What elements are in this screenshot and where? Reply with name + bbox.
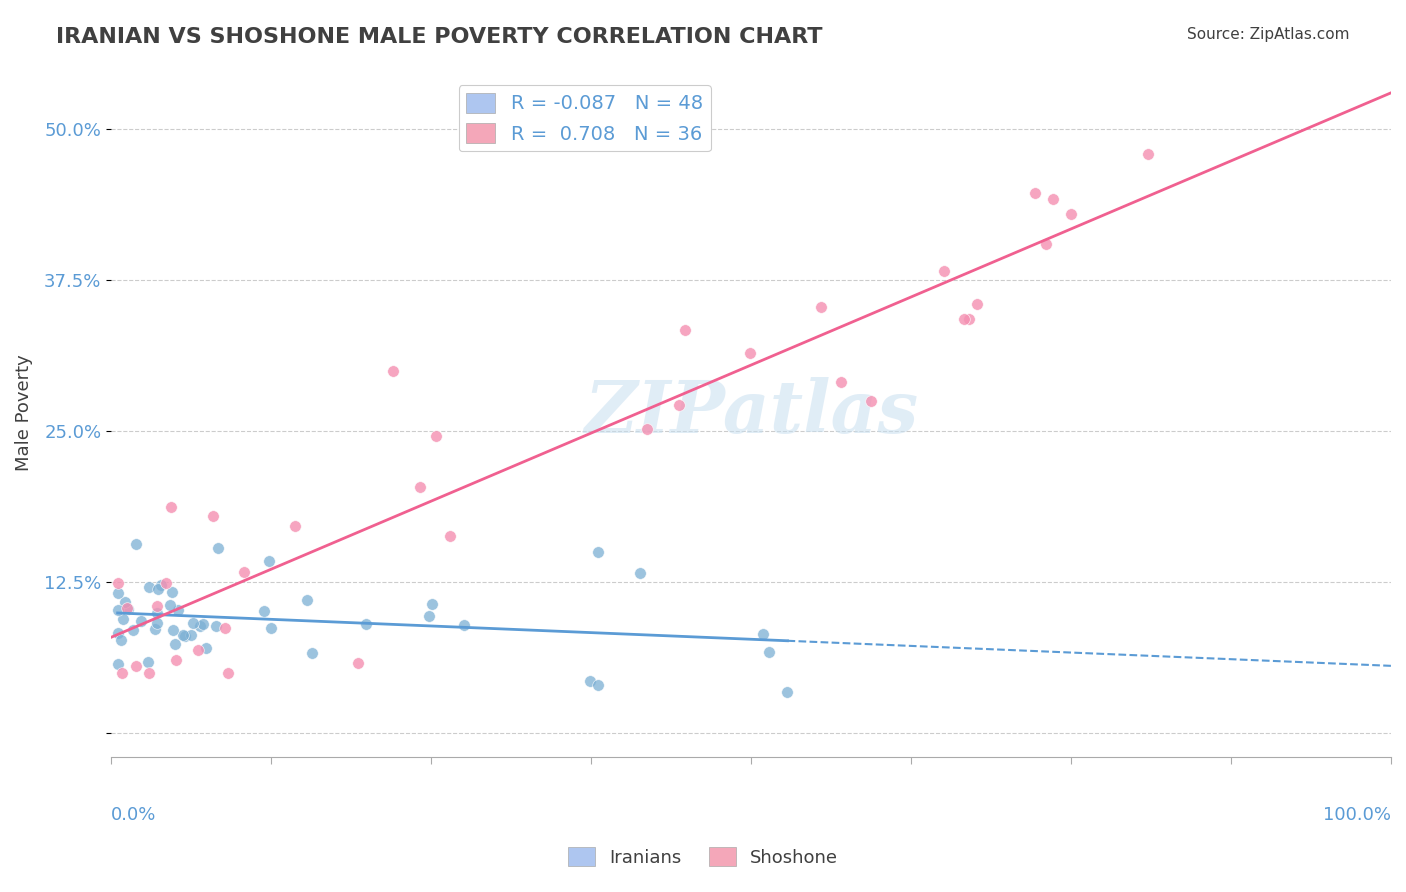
Point	[187, 642, 209, 657]
Point	[107, 603, 129, 617]
Point	[381, 364, 404, 378]
Point	[740, 346, 762, 360]
Point	[425, 429, 447, 443]
Point	[188, 619, 211, 633]
Point	[586, 545, 609, 559]
Point	[453, 618, 475, 632]
Point	[136, 655, 159, 669]
Point	[180, 628, 202, 642]
Point	[859, 393, 882, 408]
Point	[172, 628, 194, 642]
Point	[125, 537, 148, 551]
Point	[162, 624, 184, 638]
Point	[124, 659, 146, 673]
Point	[107, 575, 129, 590]
Point	[146, 615, 169, 630]
Point	[284, 519, 307, 533]
Point	[356, 617, 378, 632]
Point	[628, 566, 651, 581]
Point	[260, 621, 283, 635]
Point	[129, 615, 152, 629]
Point	[160, 584, 183, 599]
Point	[257, 554, 280, 568]
Point	[752, 627, 775, 641]
Point	[831, 376, 853, 390]
Y-axis label: Male Poverty: Male Poverty	[15, 355, 32, 471]
Text: Source: ZipAtlas.com: Source: ZipAtlas.com	[1187, 27, 1350, 42]
Point	[301, 646, 323, 660]
Point	[160, 500, 183, 514]
Point	[1035, 237, 1057, 252]
Text: IRANIAN VS SHOSHONE MALE POVERTY CORRELATION CHART: IRANIAN VS SHOSHONE MALE POVERTY CORRELA…	[56, 27, 823, 46]
Point	[145, 599, 167, 614]
Point	[253, 604, 276, 618]
Point	[107, 626, 129, 640]
Point	[578, 674, 600, 689]
Point	[966, 296, 988, 310]
Point	[111, 665, 134, 680]
Point	[214, 621, 236, 635]
Point	[122, 623, 145, 637]
Point	[150, 578, 173, 592]
Point	[934, 264, 956, 278]
Point	[420, 597, 443, 611]
Point	[1024, 186, 1046, 200]
Text: 100.0%: 100.0%	[1323, 805, 1391, 823]
Point	[165, 637, 187, 651]
Point	[146, 606, 169, 620]
Point	[138, 665, 160, 680]
Point	[181, 615, 204, 630]
Point	[148, 582, 170, 597]
Point	[201, 508, 224, 523]
Point	[758, 645, 780, 659]
Point	[205, 619, 228, 633]
Point	[165, 653, 187, 667]
Point	[110, 632, 132, 647]
Point	[145, 622, 167, 636]
Point	[957, 312, 980, 326]
Point	[668, 398, 690, 412]
Point	[776, 685, 799, 699]
Point	[107, 586, 129, 600]
Point	[418, 609, 440, 624]
Point	[810, 301, 832, 315]
Point	[1042, 192, 1064, 206]
Point	[1136, 147, 1159, 161]
Point	[114, 594, 136, 608]
Point	[155, 576, 177, 591]
Point	[207, 541, 229, 555]
Point	[952, 312, 974, 326]
Point	[673, 323, 696, 337]
Point	[112, 612, 135, 626]
Point	[107, 657, 129, 671]
Point	[191, 617, 214, 632]
Legend: R = -0.087   N = 48, R =  0.708   N = 36: R = -0.087 N = 48, R = 0.708 N = 36	[458, 85, 711, 152]
Point	[1060, 206, 1083, 220]
Point	[439, 529, 461, 543]
Text: 0.0%: 0.0%	[111, 805, 156, 823]
Point	[159, 599, 181, 613]
Point	[138, 580, 160, 594]
Point	[586, 678, 609, 692]
Point	[297, 592, 319, 607]
Point	[117, 601, 139, 615]
Point	[117, 602, 139, 616]
Point	[174, 629, 197, 643]
Point	[347, 657, 370, 671]
Point	[217, 665, 239, 680]
Point	[167, 603, 190, 617]
Text: ZIPatlas: ZIPatlas	[583, 377, 918, 449]
Point	[233, 566, 256, 580]
Point	[636, 421, 658, 435]
Point	[409, 480, 432, 494]
Point	[194, 641, 217, 656]
Legend: Iranians, Shoshone: Iranians, Shoshone	[561, 840, 845, 874]
